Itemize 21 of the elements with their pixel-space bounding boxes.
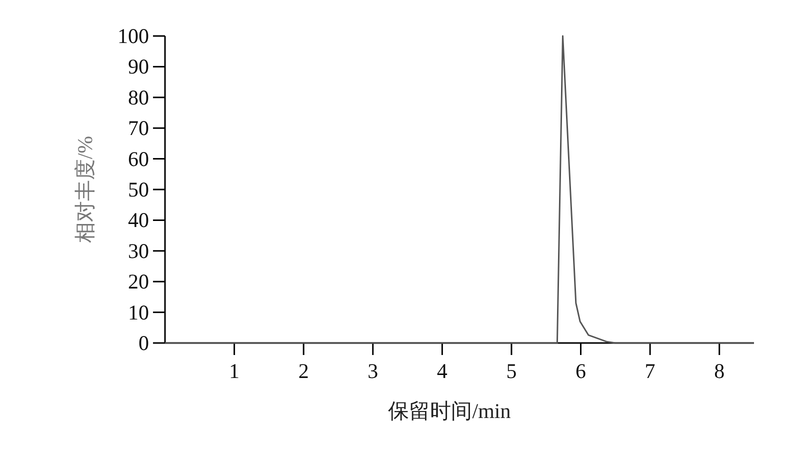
y-tick-label: 90: [128, 54, 149, 79]
y-tick-label: 100: [118, 24, 149, 48]
y-axis-title: 相对丰度/%: [73, 136, 97, 244]
x-tick-label: 4: [436, 359, 448, 383]
x-tick-label: 3: [368, 359, 378, 383]
x-axis-title: 保留时间/min: [388, 399, 512, 423]
y-tick-label: 70: [128, 116, 149, 140]
y-tick-label: 50: [128, 178, 149, 202]
x-tick-label: 2: [298, 359, 309, 383]
x-tick-label: 8: [714, 359, 725, 383]
y-tick-label: 0: [138, 331, 149, 355]
y-tick-label: 20: [128, 270, 149, 294]
y-tick-label: 30: [128, 238, 149, 263]
y-tick-label: 10: [128, 300, 149, 324]
x-tick-label: 1: [229, 359, 240, 383]
x-tick-label: 6: [576, 359, 586, 383]
x-tick-label: 7: [644, 359, 656, 383]
x-tick-label: 5: [506, 359, 517, 383]
y-tick-label: 80: [128, 85, 149, 110]
y-tick-label: 40: [128, 208, 149, 232]
y-tick-label: 60: [128, 146, 149, 171]
